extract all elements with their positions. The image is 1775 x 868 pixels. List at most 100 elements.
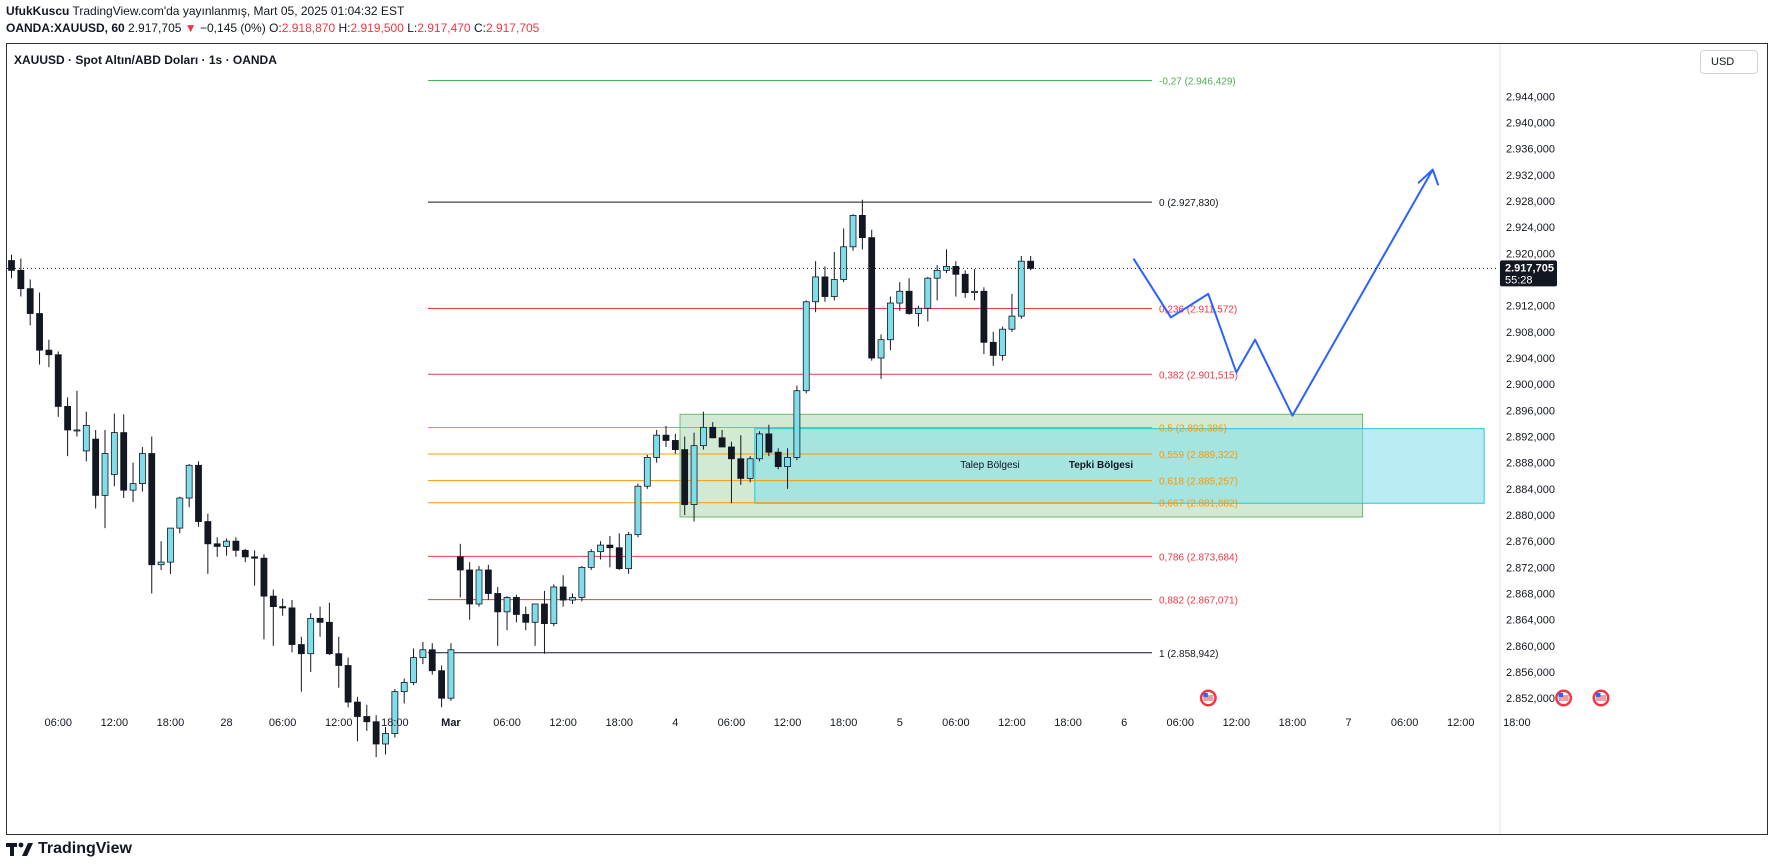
low-value: 2.917,470	[417, 21, 471, 35]
candle-body	[17, 269, 25, 290]
candle-body	[765, 433, 773, 453]
price-change: −0,145 (0%)	[200, 21, 266, 35]
candle	[868, 229, 876, 361]
candle	[185, 463, 193, 508]
candle-body	[662, 434, 670, 441]
tradingview-logo[interactable]: TradingView	[6, 840, 132, 858]
candle-body	[64, 406, 71, 431]
candle-body	[784, 457, 791, 468]
y-tick-label: 2.884,000	[1506, 484, 1555, 496]
currency-selector[interactable]: USD	[1700, 50, 1758, 74]
candle-body	[297, 644, 305, 655]
candle-body	[138, 453, 146, 485]
candle	[36, 292, 43, 365]
x-tick-label: 06:00	[942, 717, 970, 729]
candle	[522, 606, 530, 631]
candle-body	[316, 617, 324, 623]
candle-body	[821, 276, 829, 297]
candle-body	[428, 649, 436, 672]
high-label: H:	[338, 21, 351, 35]
fib-label--0-27: -0,27 (2.946,429)	[1159, 76, 1236, 87]
candle-body	[746, 458, 754, 479]
candle	[737, 435, 745, 485]
candle-body	[980, 290, 988, 343]
candle-body	[728, 446, 735, 460]
candle-body	[756, 433, 763, 460]
candle	[718, 429, 726, 448]
y-tick-label: 2.944,000	[1506, 91, 1555, 103]
candle	[82, 411, 90, 462]
candle	[999, 326, 1006, 361]
candle	[653, 429, 661, 463]
candle-body	[868, 237, 876, 359]
x-tick-label: 18:00	[1054, 717, 1082, 729]
candle-body	[335, 653, 343, 666]
y-tick-label: 2.864,000	[1506, 615, 1555, 627]
y-tick-label: 2.896,000	[1506, 405, 1555, 417]
x-tick-label: 06:00	[1166, 717, 1194, 729]
candle	[765, 424, 773, 457]
current-price-value: 2.917,705	[1505, 262, 1554, 274]
candle	[849, 214, 857, 251]
candle	[746, 456, 754, 483]
brand-name: TradingView	[38, 840, 132, 857]
candle-body	[223, 540, 230, 547]
candle	[17, 258, 25, 297]
candle-body	[999, 328, 1006, 356]
candle-body	[344, 665, 352, 703]
current-price-tag	[1500, 260, 1557, 287]
x-tick-label: 4	[672, 717, 678, 729]
y-tick-label: 2.920,000	[1506, 248, 1555, 260]
candle	[101, 429, 109, 529]
candle-body	[260, 557, 268, 597]
candle	[400, 678, 408, 704]
chart-frame	[6, 43, 1768, 835]
author-name[interactable]: UfukKuscu	[6, 4, 70, 18]
us-flag-icon	[1555, 689, 1573, 707]
candle	[587, 549, 595, 570]
candle-body	[643, 457, 651, 487]
candle	[915, 305, 922, 327]
candle-body	[456, 556, 464, 571]
candle-body	[681, 449, 689, 505]
x-axis: 06:00 12:00 18:00 28 06:00 12:00 18:00 Mar 06:00…	[44, 717, 1530, 729]
candle	[120, 414, 128, 499]
candle	[896, 282, 904, 311]
last-price: 2.917,705	[128, 21, 182, 35]
candle-body	[8, 260, 15, 271]
y-tick-label: 2.892,000	[1506, 432, 1555, 444]
candle-body	[793, 390, 801, 458]
candle-body	[531, 603, 539, 623]
candle-body	[615, 547, 623, 570]
candle	[92, 429, 100, 509]
candle	[690, 432, 698, 522]
symbol-name[interactable]: OANDA:XAUUSD, 60	[6, 21, 125, 35]
fib-label-0-236: 0,236 (2.911,572)	[1159, 304, 1237, 315]
candle-body	[587, 551, 595, 568]
candle	[980, 287, 988, 355]
candle	[438, 665, 446, 708]
candle-body	[45, 349, 53, 356]
candle-body	[232, 540, 240, 551]
candle-body	[578, 566, 586, 598]
candle	[138, 446, 146, 492]
candle	[354, 696, 361, 742]
y-tick-label: 2.912,000	[1506, 301, 1555, 313]
candle-body	[363, 716, 371, 723]
x-tick-label: 12:00	[1223, 717, 1251, 729]
events-layer	[1199, 689, 1610, 707]
candle-body	[737, 458, 745, 479]
candle-body	[513, 597, 520, 615]
candle-body	[559, 586, 567, 601]
candle	[279, 598, 287, 616]
candle	[840, 228, 848, 283]
candle-body	[671, 440, 679, 450]
candle	[223, 538, 230, 556]
candle	[8, 254, 15, 279]
y-tick-label: 2.872,000	[1506, 562, 1555, 574]
high-value: 2.919,500	[350, 21, 404, 35]
candle-body	[26, 288, 34, 314]
x-tick-label: 18:00	[1503, 717, 1531, 729]
candle	[643, 454, 651, 489]
